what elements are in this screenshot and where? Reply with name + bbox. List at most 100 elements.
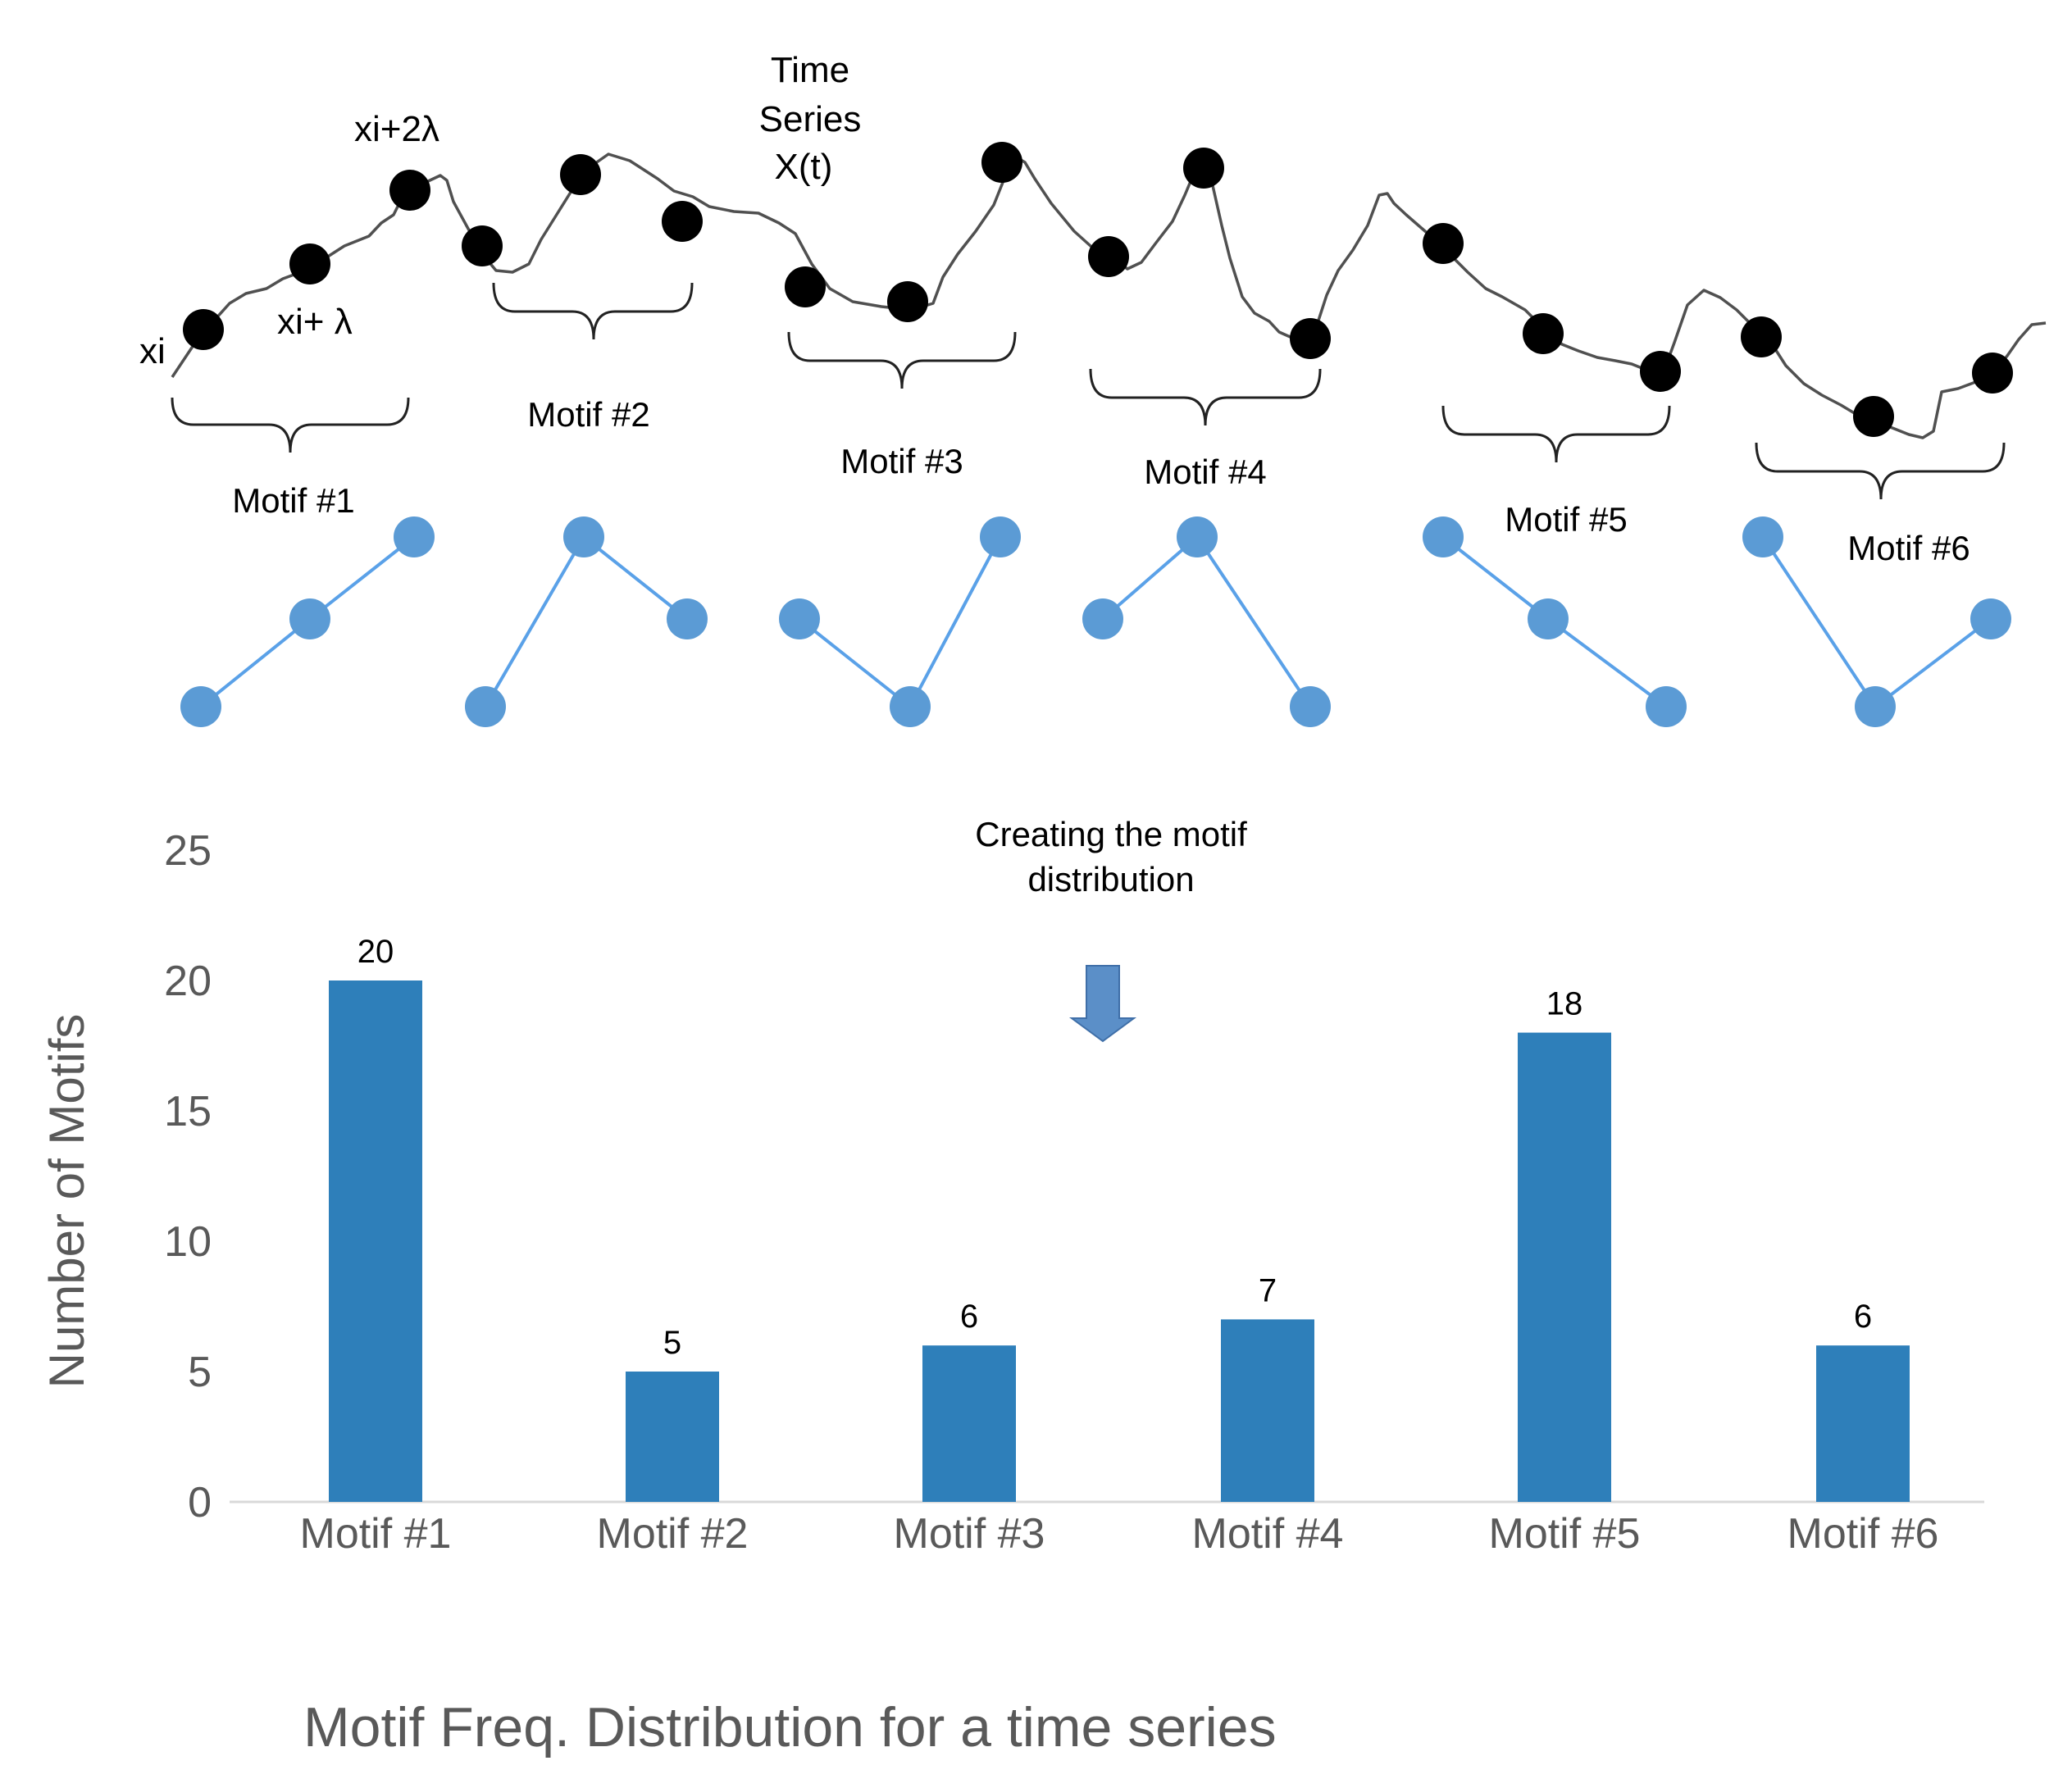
motif-shape-4 <box>1082 516 1331 727</box>
motif-brace-2: Motif #2 <box>492 282 694 434</box>
bar-4 <box>1221 1319 1314 1502</box>
motif-shape-dot <box>1423 516 1464 557</box>
bar-value-label: 18 <box>1546 986 1583 1022</box>
sample-point <box>1088 236 1129 277</box>
x-category-label: Motif #3 <box>894 1510 1045 1558</box>
y-tick-label: 20 <box>164 958 212 1005</box>
motif-brace-6: Motif #6 <box>1755 442 2006 567</box>
motif-shape-dot <box>563 516 604 557</box>
y-tick-label: 25 <box>164 827 212 875</box>
down-arrow-icon <box>1068 965 1137 1043</box>
sample-point <box>1423 223 1464 264</box>
motif-shape-dot <box>1290 686 1331 727</box>
bar-value-label: 6 <box>960 1299 978 1335</box>
motif-shape-dot <box>1855 686 1896 727</box>
sample-point <box>289 243 330 284</box>
sample-point <box>887 281 928 322</box>
bar-value-label: 20 <box>357 934 394 970</box>
bar-2 <box>626 1372 719 1502</box>
label-xi-plus-2lambda: xi+2λ <box>354 109 439 149</box>
motif-shape-5 <box>1423 516 1687 727</box>
label-time-series-line2: Series <box>759 99 862 139</box>
bar-5 <box>1518 1032 1611 1502</box>
sample-point <box>1853 396 1894 437</box>
motif-shape-dot <box>980 516 1021 557</box>
sample-point <box>560 154 601 195</box>
motif-brace-1: Motif #1 <box>171 397 410 520</box>
motif-brace-3: Motif #3 <box>787 331 1017 480</box>
y-axis-ticks: 0 5 10 15 20 25 <box>164 827 212 1526</box>
bar-value-label: 5 <box>663 1325 681 1361</box>
label-xi-plus-lambda: xi+ λ <box>277 302 353 342</box>
time-series-curve <box>171 152 2047 439</box>
motif-shape-line <box>484 534 689 708</box>
motif-shape-dot <box>1177 516 1218 557</box>
sample-point <box>389 170 430 211</box>
time-series-sample-points <box>183 142 2013 437</box>
bar-3 <box>922 1345 1016 1502</box>
motif-label-3: Motif #3 <box>840 442 963 480</box>
x-category-label: Motif #2 <box>597 1510 749 1558</box>
bars <box>329 980 1910 1502</box>
arrow-note-line1: Creating the motif <box>975 815 1247 853</box>
sample-point <box>1741 316 1782 357</box>
sample-point <box>1640 351 1681 392</box>
motif-label-6: Motif #6 <box>1847 529 1970 567</box>
x-axis-category-labels: Motif #1 Motif #2 Motif #3 Motif #4 Motif #5… <box>300 1510 1939 1558</box>
y-tick-label: 5 <box>188 1349 212 1396</box>
motif-shape-line <box>1101 534 1312 708</box>
motif-shape-6 <box>1742 516 2011 727</box>
sample-point <box>1972 353 2013 394</box>
bar-value-label: 7 <box>1259 1272 1277 1308</box>
motif-shape-dot <box>180 686 221 727</box>
x-category-label: Motif #5 <box>1489 1510 1641 1558</box>
motif-brace-5: Motif #5 <box>1441 405 1671 539</box>
y-tick-label: 10 <box>164 1218 212 1266</box>
sample-point <box>1290 318 1331 359</box>
bar-1 <box>329 980 422 1502</box>
motif-label-5: Motif #5 <box>1505 500 1627 539</box>
bar-6 <box>1816 1345 1910 1502</box>
motif-shape-dot <box>289 598 330 639</box>
motif-label-4: Motif #4 <box>1144 453 1266 491</box>
motif-label-2: Motif #2 <box>527 395 649 434</box>
x-category-label: Motif #4 <box>1192 1510 1344 1558</box>
motif-shape-dot <box>1742 516 1783 557</box>
motif-shape-line <box>798 536 1002 710</box>
motif-shape-dot <box>890 686 931 727</box>
motif-shape-dot <box>1646 686 1687 727</box>
motif-shape-2 <box>465 516 708 727</box>
y-tick-label: 0 <box>188 1479 212 1526</box>
motif-shapes <box>180 516 2011 727</box>
label-xi: xi <box>139 331 166 371</box>
x-category-label: Motif #1 <box>300 1510 452 1558</box>
motif-shape-dot <box>779 598 820 639</box>
label-time-series-line3: X(t) <box>775 147 833 187</box>
label-time-series-line1: Time <box>771 50 849 90</box>
sample-point <box>981 142 1022 183</box>
motif-shape-3 <box>779 516 1021 727</box>
sample-point <box>785 266 826 307</box>
chart-title: Motif Freq. Distribution for a time seri… <box>303 1696 1277 1758</box>
y-tick-label: 15 <box>164 1088 212 1135</box>
x-category-label: Motif #6 <box>1787 1510 1939 1558</box>
motif-shape-dot <box>1082 598 1123 639</box>
motif-label-1: Motif #1 <box>232 481 354 520</box>
motif-shape-dot <box>667 598 708 639</box>
arrow-note-line2: distribution <box>1027 860 1194 899</box>
sample-point <box>662 201 703 242</box>
motif-shape-dot <box>394 516 435 557</box>
sample-point <box>1523 313 1564 354</box>
y-axis-label: Number of Motifs <box>39 1014 94 1389</box>
motif-shape-dot <box>1970 598 2011 639</box>
motif-shape-1 <box>180 516 435 727</box>
sample-point <box>1183 148 1224 189</box>
bar-value-label: 6 <box>1854 1299 1872 1335</box>
motif-shape-dot <box>1528 598 1569 639</box>
sample-point <box>462 225 503 266</box>
motif-brace-4: Motif #4 <box>1089 368 1322 491</box>
bar-value-labels: 20 5 6 7 18 6 <box>357 934 1872 1361</box>
